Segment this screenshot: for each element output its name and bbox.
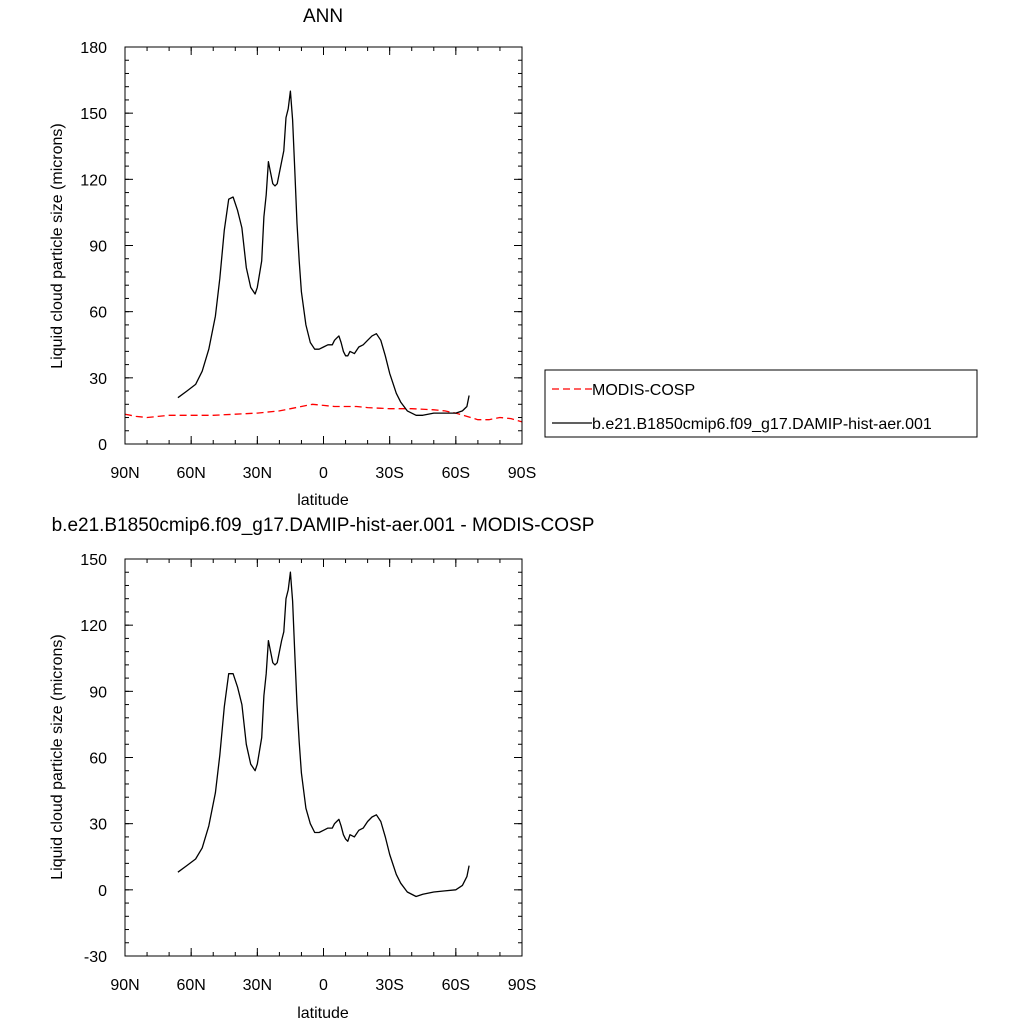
x-tick-label: 30N [243, 977, 272, 994]
y-tick-label: 30 [89, 817, 107, 834]
legend-entry-modis: MODIS-COSP [592, 382, 695, 399]
y-tick-label: -30 [84, 949, 107, 966]
y-tick-label: 90 [89, 684, 107, 701]
x-tick-label: 60S [442, 977, 470, 994]
x-tick-label: 60N [176, 465, 205, 482]
tick-group: 90N 60N 30N 0 30S 60S 90S -30 0 30 60 90 120 150 [80, 552, 536, 994]
y-tick-label: 90 [89, 239, 107, 256]
y-tick-label: 180 [80, 40, 107, 57]
x-tick-label: 30S [375, 977, 403, 994]
y-axis-label: Liquid cloud particle size (microns) [49, 634, 66, 879]
x-tick-label: 30S [375, 465, 403, 482]
y-tick-label: 150 [80, 552, 107, 569]
y-tick-label: 0 [98, 437, 107, 454]
y-tick-label: 60 [89, 751, 107, 768]
tick-group: 90N 60N 30N 0 30S 60S 90S 0 30 60 90 120 150 180 [80, 40, 536, 482]
x-tick-label: 90S [508, 465, 536, 482]
x-tick-label: 90N [110, 465, 139, 482]
series-line-difference [177, 571, 470, 898]
x-axis-label: latitude [297, 1005, 349, 1022]
series-group [124, 90, 523, 423]
y-tick-label: 30 [89, 371, 107, 388]
y-tick-label: 120 [80, 172, 107, 189]
y-tick-label: 150 [80, 106, 107, 123]
legend: MODIS-COSP b.e21.B1850cmip6.f09_g17.DAMI… [544, 369, 978, 438]
chart-title: b.e21.B1850cmip6.f09_g17.DAMIP-hist-aer.… [52, 515, 595, 536]
x-tick-label: 90S [508, 977, 536, 994]
y-tick-label: 0 [98, 883, 107, 900]
chart-title: ANN [303, 6, 343, 27]
y-tick-label: 60 [89, 305, 107, 322]
x-tick-label: 60N [176, 977, 205, 994]
legend-box [544, 369, 978, 438]
plot-frame [124, 558, 523, 957]
series-group [177, 571, 470, 898]
bottom-panel: b.e21.B1850cmip6.f09_g17.DAMIP-hist-aer.… [49, 515, 594, 1022]
series-line-modis-cosp [124, 403, 523, 423]
x-axis-label: latitude [297, 492, 349, 509]
plot-frame [124, 46, 523, 445]
legend-entry-model: b.e21.B1850cmip6.f09_g17.DAMIP-hist-aer.… [592, 416, 932, 433]
x-tick-label: 30N [243, 465, 272, 482]
y-axis-label: Liquid cloud particle size (microns) [49, 123, 66, 368]
y-tick-label: 120 [80, 618, 107, 635]
top-panel: ANN Liquid cloud particle size (microns)… [49, 6, 536, 509]
x-tick-label: 0 [319, 465, 328, 482]
x-tick-label: 60S [442, 465, 470, 482]
series-line-b-e21-b1850cmip6-f09-g17-damip-hist-aer-001 [177, 90, 470, 416]
x-tick-label: 0 [319, 977, 328, 994]
x-tick-label: 90N [110, 977, 139, 994]
